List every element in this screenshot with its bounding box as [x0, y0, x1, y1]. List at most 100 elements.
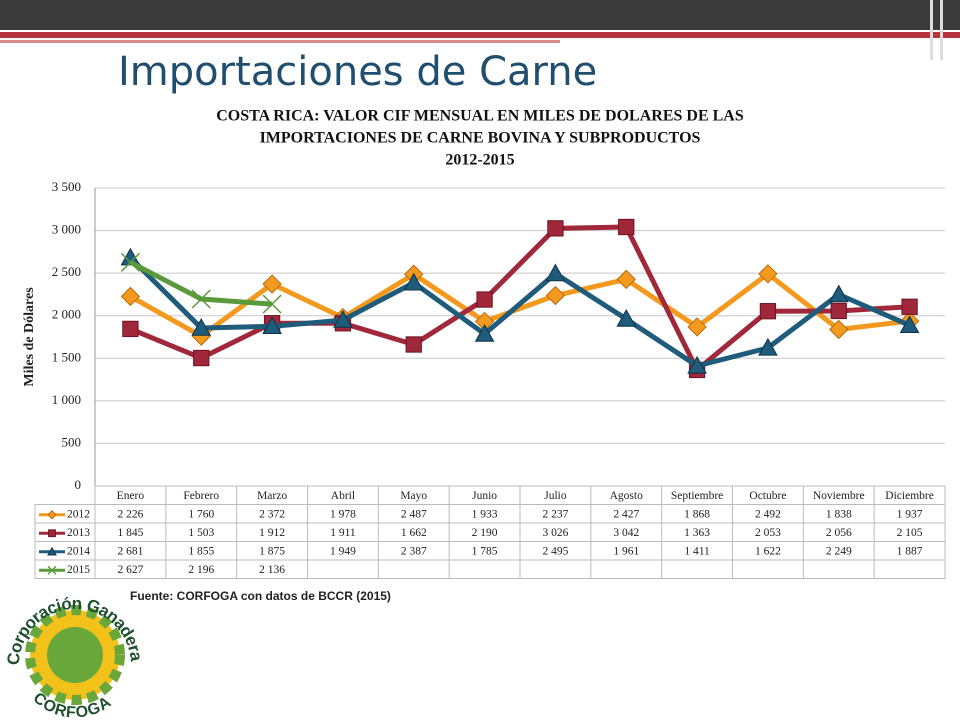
- x-tick-label: Marzo: [257, 490, 287, 502]
- series-line: [129, 271, 910, 339]
- table-cell: 1 978: [330, 508, 356, 520]
- table-cell: 1 622: [755, 545, 781, 557]
- y-axis-label: Miles de Dólares: [22, 287, 37, 387]
- chart-title: COSTA RICA: VALOR CIF MENSUAL EN MILES D…: [216, 108, 744, 125]
- y-tick-label: 3 000: [52, 222, 81, 237]
- marker: [758, 337, 778, 356]
- series-line: [128, 255, 911, 369]
- marker: [191, 318, 212, 336]
- table-cell: 3 042: [613, 527, 639, 539]
- table-cell: 1 868: [684, 508, 710, 520]
- marker: [120, 252, 140, 272]
- deco: [940, 0, 943, 60]
- table-cell: 1 411: [684, 545, 710, 557]
- x-tick-label: Abril: [331, 490, 355, 502]
- x-tick-label: Diciembre: [885, 490, 934, 502]
- table-cell: 2 249: [826, 545, 852, 557]
- marker: [476, 291, 493, 308]
- y-tick-label: 2 000: [52, 307, 81, 322]
- y-tick-label: 500: [62, 434, 82, 449]
- table-cell: 1 662: [401, 527, 427, 539]
- logo-gear-teeth: [25, 605, 125, 705]
- marker: [191, 289, 211, 309]
- table-cell: 1 912: [259, 527, 285, 539]
- table-cell: 2 196: [188, 564, 214, 576]
- table-cell: 2 237: [542, 508, 568, 520]
- table-cell: 2 056: [826, 527, 852, 539]
- marker: [48, 529, 56, 538]
- table-cell: 1 961: [613, 545, 639, 557]
- logo: Corporación Ganadera CORFOGA: [4, 594, 145, 720]
- table-cell: 1 845: [117, 527, 143, 539]
- table-cell: 1 875: [259, 545, 285, 557]
- table-cell: 1 937: [897, 508, 923, 520]
- marker: [899, 315, 920, 334]
- y-tick-label: 3 500: [52, 179, 81, 194]
- x-tick-label: Agosto: [610, 490, 643, 502]
- table-cell: 1 911: [330, 527, 356, 539]
- x-tick-label: Noviembre: [813, 490, 865, 502]
- marker: [616, 309, 637, 327]
- table-cell: 2 136: [259, 564, 285, 576]
- x-tick-label: Octubre: [749, 490, 786, 502]
- legend-label: 2012: [67, 508, 90, 520]
- marker: [47, 565, 57, 575]
- marker: [262, 274, 282, 294]
- marker: [758, 264, 778, 284]
- top-bar: [0, 0, 960, 30]
- marker: [830, 302, 847, 320]
- marker: [901, 298, 918, 315]
- table-cell: 2 190: [472, 527, 498, 539]
- chart-title: 2012-2015: [445, 152, 514, 169]
- table-cell: 2 427: [613, 508, 639, 520]
- marker: [47, 546, 57, 556]
- x-tick-label: Septiembre: [671, 490, 723, 502]
- marker: [193, 349, 210, 367]
- marker: [403, 272, 424, 291]
- table-cell: 2 681: [117, 545, 143, 557]
- table-cell: 1 363: [684, 527, 710, 539]
- table-cell: 1 760: [188, 508, 214, 520]
- legend-label: 2015: [67, 564, 90, 576]
- deco: [930, 0, 933, 60]
- y-tick-label: 1 500: [52, 349, 81, 364]
- x-tick-label: Enero: [117, 490, 145, 502]
- y-tick-label: 2 500: [52, 264, 81, 279]
- table-cell: 2 226: [117, 508, 143, 520]
- logo-center: [47, 627, 103, 683]
- table-cell: 1 838: [826, 508, 852, 520]
- table-cell: 1 887: [897, 545, 923, 557]
- red-stripe-thin: [0, 40, 560, 43]
- table-cell: 2 387: [401, 545, 427, 557]
- marker: [120, 286, 141, 307]
- table-cell: 2 627: [117, 564, 143, 576]
- table-cell: 1 785: [472, 545, 498, 557]
- table-cell: 1 503: [188, 527, 214, 539]
- table-cell: 1 949: [330, 545, 356, 557]
- marker: [333, 310, 353, 328]
- y-tick-label: 1 000: [52, 392, 81, 407]
- x-tick-label: Febrero: [183, 490, 219, 502]
- table-cell: 2 053: [755, 527, 781, 539]
- y-tick-label: 0: [75, 477, 82, 492]
- marker: [547, 220, 564, 237]
- source: Fuente: CORFOGA con datos de BCCR (2015): [130, 589, 391, 603]
- marker: [618, 218, 635, 236]
- marker: [829, 319, 849, 340]
- marker: [759, 303, 777, 320]
- marker: [474, 323, 495, 342]
- marker: [545, 285, 566, 306]
- table-cell: 2 372: [259, 508, 285, 520]
- marker: [687, 317, 707, 337]
- legend-label: 2013: [67, 527, 90, 539]
- table-cell: 1 933: [472, 508, 498, 520]
- marker: [687, 355, 707, 374]
- table-cell: 1 855: [188, 545, 214, 557]
- marker: [262, 316, 282, 335]
- table-cell: 2 495: [542, 545, 568, 557]
- legend-label: 2014: [67, 545, 90, 557]
- marker: [828, 284, 849, 303]
- marker: [47, 510, 57, 520]
- table-cell: 2 492: [755, 508, 781, 520]
